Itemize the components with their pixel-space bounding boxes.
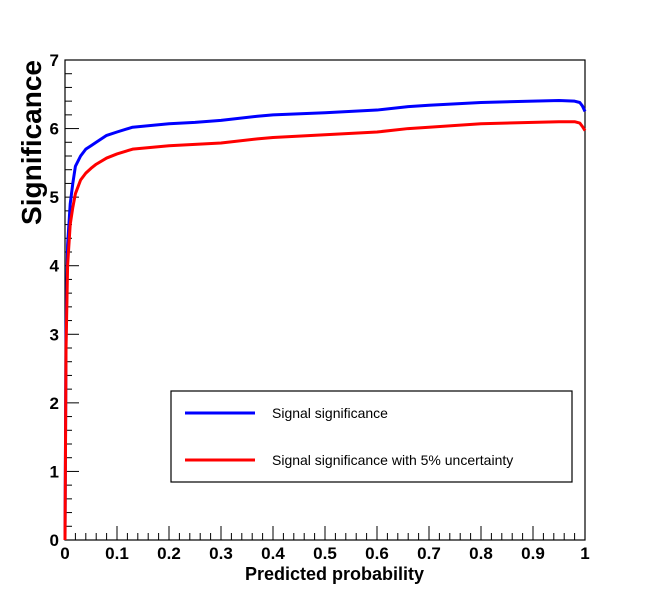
x-tick-label: 0.5 bbox=[313, 544, 337, 563]
x-axis-title: Predicted probability bbox=[245, 564, 424, 584]
y-tick-label: 2 bbox=[50, 394, 59, 413]
axis-ticks bbox=[64, 59, 586, 541]
x-tick-label: 0.7 bbox=[417, 544, 441, 563]
y-tick-label: 4 bbox=[50, 257, 60, 276]
x-tick-label: 0.8 bbox=[469, 544, 493, 563]
series-layer bbox=[63, 98, 587, 541]
x-tick-label: 0 bbox=[60, 544, 69, 563]
legend-label-signal-uncertainty: Signal significance with 5% uncertainty bbox=[272, 452, 513, 468]
y-axis-title: Significance bbox=[16, 60, 47, 225]
y-tick-label: 0 bbox=[50, 531, 59, 550]
y-tick-label: 3 bbox=[50, 325, 59, 344]
x-tick-label: 0.6 bbox=[365, 544, 389, 563]
signal-significance-line bbox=[63, 98, 587, 541]
y-tick-label: 7 bbox=[50, 51, 59, 70]
y-tick-label: 1 bbox=[50, 462, 59, 481]
signal-significance-uncertainty-line bbox=[63, 120, 587, 541]
y-tick-label: 6 bbox=[50, 120, 59, 139]
x-tick-label: 0.4 bbox=[261, 544, 285, 563]
x-tick-label: 0.3 bbox=[209, 544, 233, 563]
y-tick-label: 5 bbox=[50, 188, 59, 207]
x-tick-label: 0.1 bbox=[105, 544, 129, 563]
legend-box bbox=[170, 390, 573, 483]
legend-label-signal: Signal significance bbox=[272, 405, 388, 421]
axis-tick-labels: 0 0.1 0.2 0.3 0.4 0.5 0.6 0.7 0.8 0.9 1 0 1 2 3 4 5 6 7 bbox=[50, 51, 590, 563]
legend: Signal significance Signal significance … bbox=[170, 390, 573, 483]
x-tick-label: 0.2 bbox=[157, 544, 181, 563]
x-tick-label: 0.9 bbox=[521, 544, 545, 563]
x-tick-label: 1 bbox=[580, 544, 589, 563]
